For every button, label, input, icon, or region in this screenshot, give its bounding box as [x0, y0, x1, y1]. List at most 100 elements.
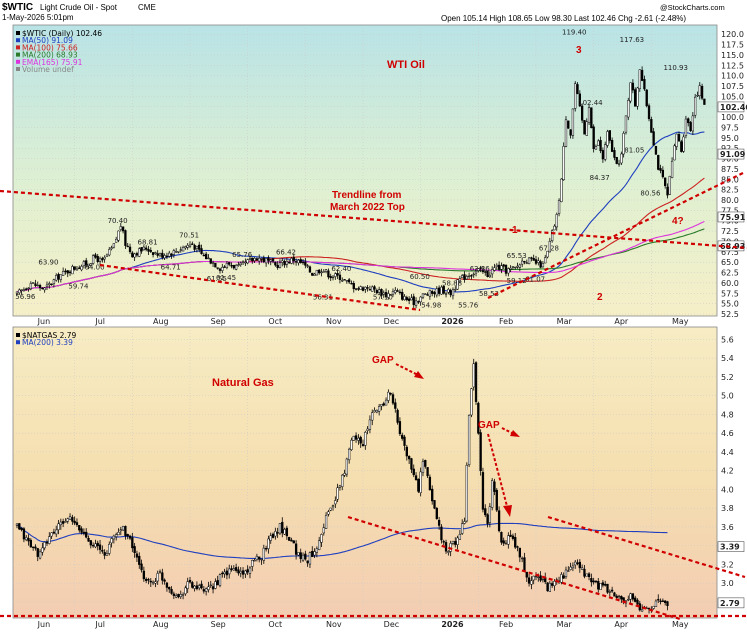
candle-body — [675, 133, 678, 147]
candle-body — [631, 82, 635, 91]
candle-body — [311, 550, 314, 557]
candle-body — [654, 600, 658, 607]
candle-body — [571, 108, 575, 136]
candle-body — [209, 258, 212, 264]
candle-body — [592, 126, 595, 149]
candle-body — [94, 254, 97, 258]
gap-label-1: GAP — [372, 355, 394, 366]
candle-body — [170, 589, 173, 594]
y-tick-label: 5.6 — [721, 335, 734, 344]
candle-body — [594, 146, 598, 150]
candle-body — [133, 546, 136, 554]
x-tick-label: Aug — [153, 620, 169, 629]
candle-body — [163, 255, 166, 259]
candle-body — [184, 587, 187, 595]
candle-body — [479, 432, 482, 472]
candle-body — [156, 573, 159, 582]
candle-body — [52, 279, 56, 284]
candle-body — [89, 540, 92, 546]
chart-date: 1-May-2026 5:01pm — [2, 13, 74, 22]
candle-body — [435, 288, 438, 296]
candle-body — [629, 82, 632, 102]
candle-body — [193, 585, 196, 589]
candle-body — [234, 265, 238, 270]
candle-body — [20, 527, 23, 531]
price-label: 56.96 — [15, 293, 36, 301]
candle-body — [25, 537, 28, 541]
candle-body — [627, 599, 630, 601]
candle-body — [433, 500, 436, 509]
candle-body — [629, 593, 632, 600]
candle-body — [484, 271, 487, 273]
candle-body — [477, 402, 480, 434]
candle-body — [297, 259, 300, 264]
candle-body — [66, 270, 69, 274]
candle-body — [504, 542, 508, 545]
candle-body — [258, 556, 261, 560]
candle-body — [306, 560, 309, 564]
candle-body — [292, 540, 295, 544]
candle-body — [175, 595, 178, 598]
candle-body — [211, 586, 215, 590]
price-label: 64.00 — [85, 263, 105, 271]
candle-body — [204, 253, 208, 260]
candle-body — [597, 140, 600, 146]
candle-body — [419, 471, 422, 494]
candle-body — [343, 473, 346, 476]
candle-body — [15, 523, 19, 526]
candle-body — [564, 119, 568, 147]
candle-body — [373, 286, 376, 290]
candle-body — [636, 599, 639, 605]
candle-body — [179, 249, 182, 251]
candle-body — [364, 286, 367, 290]
candle-body — [154, 581, 157, 584]
candle-body — [458, 278, 462, 282]
candle-body — [380, 404, 383, 407]
candle-body — [394, 402, 397, 409]
candle-body — [61, 521, 65, 524]
candle-body — [622, 133, 625, 155]
candle-body — [414, 300, 418, 306]
candle-body — [232, 568, 235, 571]
candle-body — [664, 600, 667, 603]
candle-body — [119, 226, 122, 230]
candle-body — [29, 283, 32, 290]
candle-body — [562, 146, 565, 181]
candle-body — [276, 532, 279, 534]
candle-body — [131, 252, 134, 258]
candle-body — [684, 118, 688, 136]
candle-body — [511, 266, 515, 268]
y-tick-label: 107.5 — [721, 82, 744, 91]
candle-body — [617, 163, 621, 165]
wti-ma50-tag: 91.09 — [720, 150, 746, 159]
candle-body — [442, 286, 445, 294]
price-label: 61.07 — [525, 275, 545, 283]
y-tick-label: 112.5 — [721, 61, 744, 70]
candle-body — [131, 537, 134, 549]
candle-body — [200, 583, 203, 589]
price-label: 60.50 — [410, 273, 430, 281]
candle-body — [534, 259, 538, 264]
price-label: 65.53 — [507, 252, 527, 260]
candle-body — [491, 269, 494, 275]
candle-body — [348, 448, 351, 461]
price-label: 57.10 — [373, 294, 393, 302]
candle-body — [207, 257, 210, 260]
candle-body — [583, 568, 586, 577]
candle-body — [336, 273, 339, 276]
candle-body — [87, 263, 90, 267]
candle-body — [354, 288, 358, 290]
candle-body — [634, 597, 637, 602]
candle-body — [320, 534, 323, 543]
candle-body — [488, 506, 492, 523]
candle-body — [375, 409, 378, 413]
price-label: 70.51 — [179, 231, 199, 239]
legend-swatch — [16, 38, 20, 43]
x-tick-label: Feb — [499, 620, 513, 629]
price-label: 81.05 — [624, 146, 644, 154]
candle-body — [244, 570, 247, 575]
candle-body — [258, 257, 261, 262]
candle-body — [59, 521, 62, 526]
x-tick-label: Aug — [153, 317, 169, 326]
